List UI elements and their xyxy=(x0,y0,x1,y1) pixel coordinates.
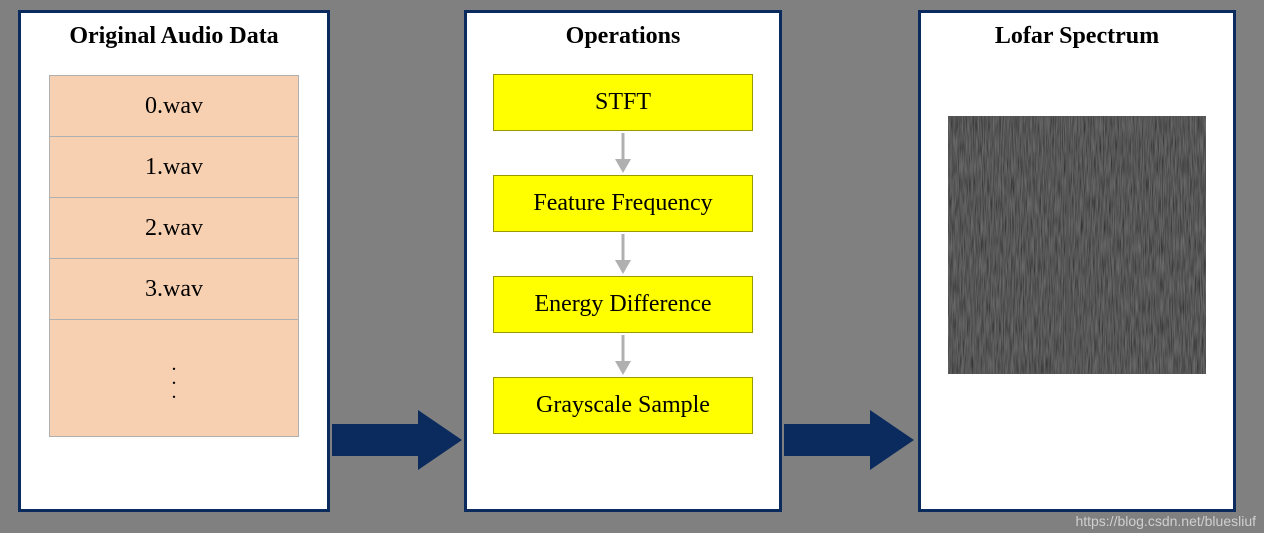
op-grayscale-sample: Grayscale Sample xyxy=(493,377,753,434)
file-row: 2.wav xyxy=(49,197,299,259)
spectrum-wrap xyxy=(921,116,1233,374)
op-arrow-icon xyxy=(611,131,635,175)
panel3-title: Lofar Spectrum xyxy=(921,13,1233,56)
flow-arrow-2 xyxy=(784,410,914,470)
watermark: https://blog.csdn.net/bluesliuf xyxy=(1075,513,1256,529)
operations-list: STFT Feature Frequency Energy Difference… xyxy=(493,74,753,434)
file-row: 0.wav xyxy=(49,75,299,137)
op-energy-difference: Energy Difference xyxy=(493,276,753,333)
file-row-ellipsis: ... xyxy=(49,319,299,437)
file-list: 0.wav 1.wav 2.wav 3.wav ... xyxy=(49,75,299,437)
op-feature-frequency: Feature Frequency xyxy=(493,175,753,232)
op-stft: STFT xyxy=(493,74,753,131)
panel-original-audio: Original Audio Data 0.wav 1.wav 2.wav 3.… xyxy=(18,10,330,512)
op-arrow-icon xyxy=(611,232,635,276)
panel-lofar-spectrum: Lofar Spectrum xyxy=(918,10,1236,512)
file-row: 1.wav xyxy=(49,136,299,198)
panel-operations: Operations STFT Feature Frequency Energy… xyxy=(464,10,782,512)
op-arrow-icon xyxy=(611,333,635,377)
panel1-title: Original Audio Data xyxy=(21,13,327,56)
spectrum-image xyxy=(948,116,1206,374)
file-row: 3.wav xyxy=(49,258,299,320)
panel2-title: Operations xyxy=(467,13,779,56)
flow-arrow-1 xyxy=(332,410,462,470)
